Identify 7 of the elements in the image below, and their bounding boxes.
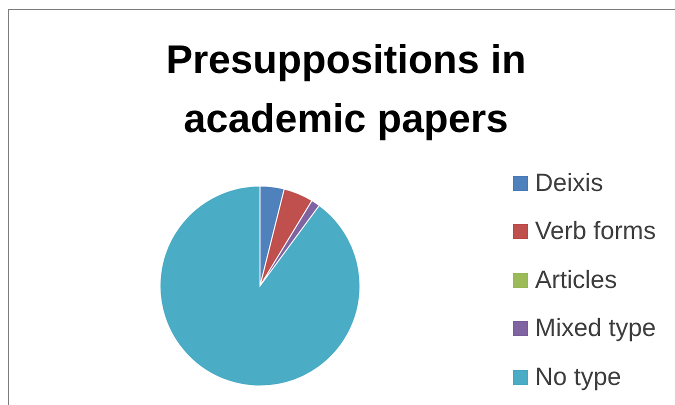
pie-slice: [160, 186, 360, 386]
legend-label: Deixis: [535, 168, 604, 198]
legend-label: No type: [535, 362, 622, 392]
chart-title: Presuppositions in academic papers: [164, 37, 528, 143]
legend-label: Verb forms: [535, 217, 656, 246]
legend-label: Articles: [535, 266, 617, 295]
legend-label: Mixed type: [535, 314, 656, 344]
